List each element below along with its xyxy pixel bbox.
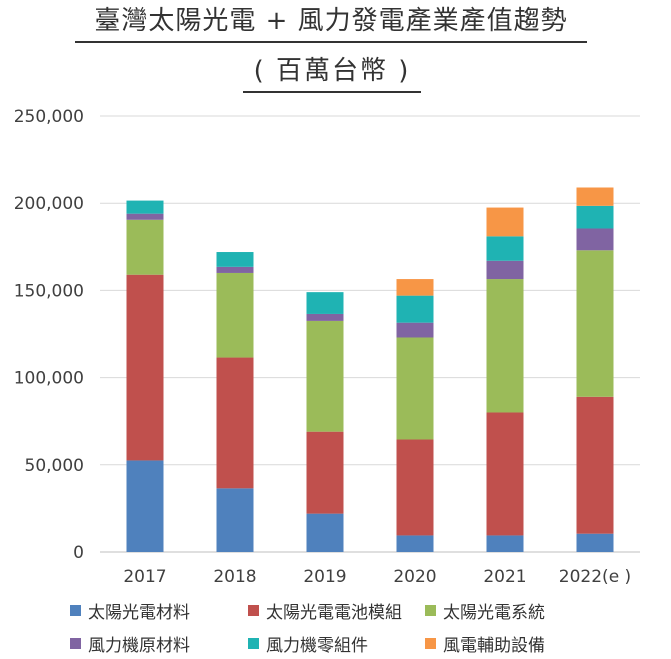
legend-label: 太陽光電系統 [443,602,545,623]
bar-segment [216,488,254,552]
bar-segment [306,513,344,552]
legend-item: 風力機原材料 [70,631,190,656]
bar-segment [576,205,614,229]
bar-segment [576,228,614,251]
bar-segment [126,213,164,220]
y-tick-label: 0 [73,543,84,563]
legend-label: 風電輔助設備 [443,635,545,656]
bar-segment [486,260,524,280]
legend-label: 風力機零組件 [266,635,368,656]
bar-segment [306,292,344,314]
bar-segment [576,250,614,397]
legend-swatch [248,637,259,649]
y-tick-label: 250,000 [14,107,84,127]
bar-segment [486,535,524,552]
legend-label: 太陽光電材料 [88,602,190,623]
bar-segment [396,439,434,536]
y-tick-label: 50,000 [25,456,84,476]
bar-segment [396,535,434,552]
chart-subtitle: ( 百萬台幣 ) [243,54,421,93]
chart-title: 臺灣太陽光電 + 風力發電產業產值趨勢 [75,4,587,43]
bar-segment [486,412,524,536]
bar-segment [396,295,434,323]
bar-segment [216,266,254,273]
legend-item: 太陽光電系統 [425,598,545,623]
bar-segment [216,252,254,267]
bar-segment [396,322,434,338]
legend-label: 太陽光電電池模組 [266,602,402,623]
legend-item: 太陽光電電池模組 [248,598,402,623]
legend-swatch [70,604,81,616]
bar-segment [126,460,164,552]
bar-segment [396,337,434,440]
bar-segment [306,320,344,432]
x-tick-label: 2020 [393,567,436,587]
y-tick-label: 100,000 [14,369,84,389]
bar-segment [306,431,344,514]
bar-segment [486,236,524,261]
x-tick-label: 2018 [213,567,256,587]
y-tick-label: 200,000 [14,194,84,214]
bar-segment [576,187,614,206]
bar-segment [396,279,434,296]
stacked-bar-chart: 0 50,000 100,000 150,000 200,000 250,000 2017 2… [14,107,640,587]
bar-segment [126,274,164,461]
bar-segment [486,207,524,237]
bar-segment [216,272,254,358]
bar-segment [486,279,524,413]
legend-swatch [70,637,81,649]
x-tick-label: 2021 [483,567,526,587]
bar-segment [576,396,614,534]
legend-label: 風力機原材料 [88,635,190,656]
legend-swatch [425,604,436,616]
bar-segment [576,533,614,552]
legend-swatch [248,604,259,616]
legend-item: 太陽光電材料 [70,598,190,623]
bar-segment [306,313,344,321]
bar-segment [126,219,164,275]
legend-swatch [425,637,436,649]
bar-segment [126,200,164,214]
legend-item: 風電輔助設備 [425,631,545,656]
x-tick-label: 2022(e ) [559,567,631,587]
y-tick-label: 150,000 [14,281,84,301]
x-tick-label: 2019 [303,567,346,587]
x-tick-label: 2017 [123,567,166,587]
bar-segment [216,357,254,489]
legend-item: 風力機零組件 [248,631,368,656]
